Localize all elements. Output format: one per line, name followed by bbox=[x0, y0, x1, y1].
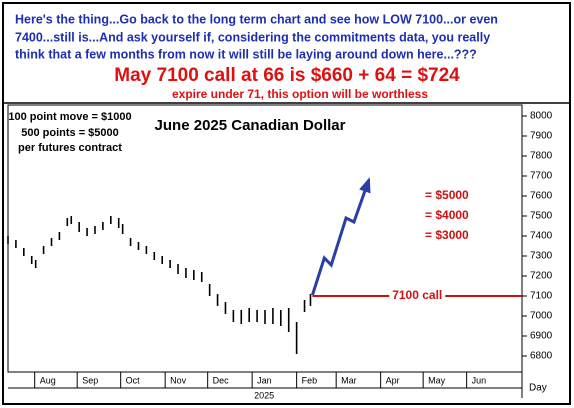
y-tick-label: 7900 bbox=[530, 131, 553, 142]
subline: expire under 71, this option will be wor… bbox=[172, 87, 428, 101]
y-tick-label: 7300 bbox=[530, 251, 553, 262]
y-tick-label: 6800 bbox=[530, 351, 553, 362]
x-tick-label: Sep bbox=[82, 375, 98, 385]
x-tick-label: Aug bbox=[40, 375, 56, 385]
call-label-bg bbox=[389, 289, 446, 303]
x-tick-label: Nov bbox=[170, 375, 187, 385]
y-tick-label: 7100 bbox=[530, 291, 553, 302]
x-tick-label: May bbox=[428, 375, 446, 385]
y-tick-label: 7800 bbox=[530, 151, 553, 162]
y-tick-label: 7700 bbox=[530, 171, 553, 182]
x-tick-label: Feb bbox=[302, 375, 318, 385]
header-line: 7400...still is...And ask yourself if, c… bbox=[15, 30, 490, 44]
x-tick-label: Dec bbox=[213, 375, 230, 385]
note: 100 point move = $1000 bbox=[8, 111, 131, 123]
x-tick-label: Mar bbox=[341, 375, 357, 385]
x-axis-label: Day bbox=[529, 383, 547, 394]
x-tick-label: Apr bbox=[386, 375, 400, 385]
call-label: 7100 call bbox=[392, 288, 442, 302]
level-label: = $3000 bbox=[425, 228, 469, 242]
x-tick-label: Jan bbox=[257, 375, 272, 385]
y-tick-label: 7000 bbox=[530, 311, 553, 322]
header-line: think that a few months from now it will… bbox=[15, 47, 477, 61]
y-tick-label: 7400 bbox=[530, 231, 553, 242]
note: 500 points = $5000 bbox=[21, 127, 119, 139]
y-tick-label: 8000 bbox=[530, 111, 553, 122]
y-tick-label: 7200 bbox=[530, 271, 553, 282]
headline: May 7100 call at 66 is $660 + 64 = $724 bbox=[114, 65, 460, 86]
level-label: = $4000 bbox=[425, 208, 469, 222]
y-tick-label: 6900 bbox=[530, 331, 553, 342]
x-tick-label: Jun bbox=[472, 375, 487, 385]
y-tick-label: 7500 bbox=[530, 211, 553, 222]
level-label: = $5000 bbox=[425, 188, 469, 202]
projection-line bbox=[311, 179, 371, 296]
frame bbox=[2, 2, 571, 405]
year-label: 2025 bbox=[254, 390, 274, 400]
x-tick-label: Oct bbox=[126, 375, 141, 385]
note: per futures contract bbox=[18, 142, 122, 154]
arrow-head bbox=[359, 177, 371, 194]
y-tick-label: 7600 bbox=[530, 191, 553, 202]
header-line: Here's the thing...Go back to the long t… bbox=[15, 12, 498, 26]
chart-title: June 2025 Canadian Dollar bbox=[155, 117, 346, 134]
